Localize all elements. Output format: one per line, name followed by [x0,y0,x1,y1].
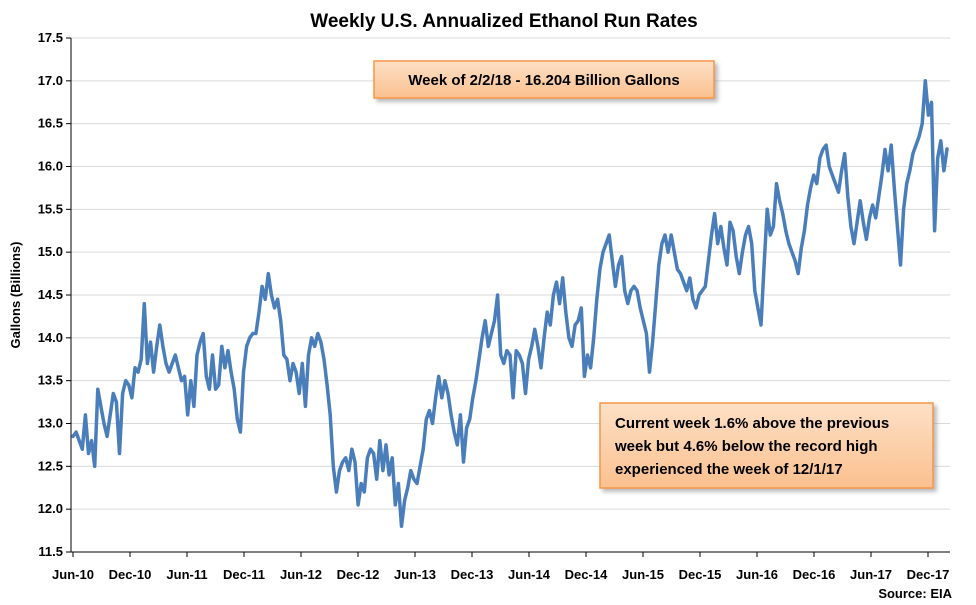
annotation-bottom-line-2: week but 4.6% below the record high [614,438,878,455]
x-tick-label: Dec-17 [907,567,950,582]
x-tick-label: Jun-13 [394,567,436,582]
x-tick-label: Dec-14 [565,567,608,582]
annotation-bottom-line-1: Current week 1.6% above the previous [615,415,889,432]
x-tick-label: Dec-16 [793,567,836,582]
gridlines [71,37,950,510]
y-tick-label: 16.0 [38,159,63,174]
y-axis-ticks: 11.5 12.0 12.5 13.0 13.5 14.0 14.5 15.0 15.5 16.0… [38,30,71,559]
x-tick-label: Dec-12 [337,567,380,582]
x-tick-label: Dec-11 [223,567,265,582]
y-tick-label: 16.5 [38,116,63,131]
annotation-top: Week of 2/2/18 - 16.204 Billion Gallons [373,60,715,99]
source-label: Source: EIA [878,586,952,601]
x-tick-label: Jun-11 [166,567,207,582]
y-tick-label: 12.0 [38,501,63,516]
annotation-top-box [373,60,715,99]
annotation-bottom: Current week 1.6% above the previous wee… [599,402,934,489]
y-tick-label: 11.5 [38,544,63,559]
y-tick-label: 13.0 [38,416,63,431]
y-tick-label: 17.0 [38,73,63,88]
x-tick-label: Jun-17 [850,567,892,582]
chart-title: Weekly U.S. Annualized Ethanol Run Rates [310,11,697,32]
y-tick-label: 15.5 [38,201,63,216]
x-axis-ticks: Jun-10 Dec-10 Jun-11 Dec-11 Jun-12 Dec-12 Jun-… [52,552,949,582]
y-tick-label: 14.0 [38,330,63,345]
y-tick-label: 15.0 [38,244,63,259]
x-tick-label: Jun-14 [508,567,551,582]
x-tick-label: Jun-10 [52,567,94,582]
y-axis-label: Gallons (Billions) [8,242,23,349]
x-tick-label: Dec-10 [109,567,152,582]
x-tick-label: Dec-15 [679,567,722,582]
x-tick-label: Jun-16 [736,567,778,582]
annotation-top-text: Week of 2/2/18 - 16.204 Billion Gallons [408,72,680,89]
y-tick-label: 14.5 [38,287,63,302]
x-tick-label: Jun-15 [622,567,664,582]
x-tick-label: Dec-13 [451,567,494,582]
y-tick-label: 13.5 [38,373,63,388]
annotation-bottom-box [599,402,934,489]
y-tick-label: 17.5 [38,30,63,45]
y-tick-label: 12.5 [38,458,63,473]
x-tick-label: Jun-12 [280,567,322,582]
annotation-bottom-line-3: experienced the week of 12/1/17 [615,461,843,478]
series-line [71,79,949,529]
